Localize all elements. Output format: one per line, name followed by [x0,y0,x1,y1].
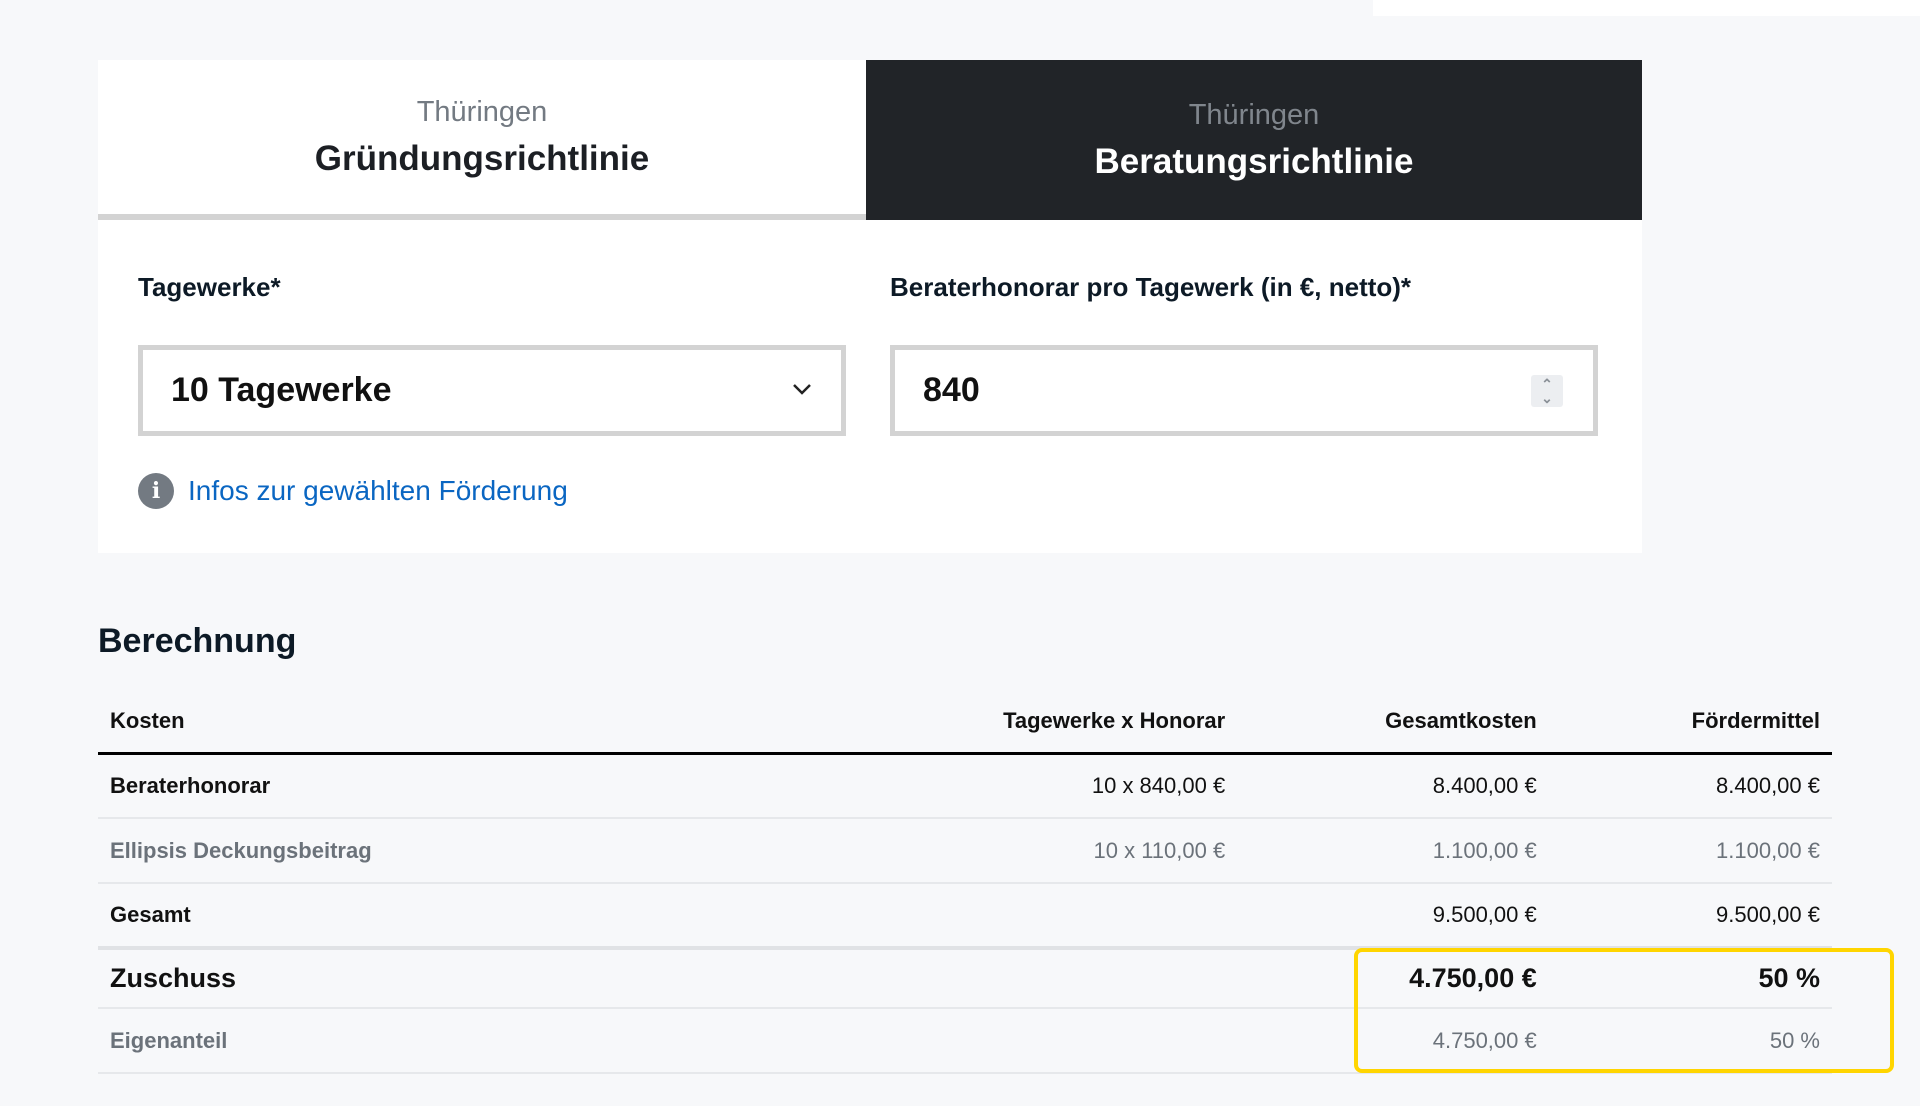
cell [935,1008,1238,1074]
table-row-eigenanteil: Eigenanteil 4.750,00 € 50 % [98,1008,1832,1074]
table-header: Kosten Tagewerke x Honorar Gesamtkosten … [98,690,1832,755]
cell: 10 x 840,00 € [935,753,1238,819]
cell: 4.750,00 € [1237,1008,1549,1074]
col-kosten: Kosten [98,690,936,755]
table-row: Beraterhonorar 10 x 840,00 € 8.400,00 € … [98,753,1832,819]
calculation-heading: Berechnung [98,622,297,660]
table-row: Ellipsis Deckungsbeitrag 10 x 110,00 € 1… [98,818,1832,884]
info-link[interactable]: Infos zur gewählten Förderung [188,475,568,506]
tab-gruendungsrichtlinie[interactable]: Thüringen Gründungsrichtlinie [98,60,866,220]
cell [935,948,1238,1009]
table-row: Gesamt 9.500,00 € 9.500,00 € [98,883,1832,950]
info-icon: i [138,473,174,509]
honorar-label: Beraterhonorar pro Tagewerk (in €, netto… [890,272,1412,302]
number-stepper-icon[interactable]: ⌃ ⌄ [1531,375,1563,407]
cell: Zuschuss [98,948,936,1009]
tab-subtitle: Thüringen [1188,98,1320,131]
calculation-table: Kosten Tagewerke x Honorar Gesamtkosten … [98,690,1832,1074]
cell: 8.400,00 € [1548,753,1832,819]
cell: Ellipsis Deckungsbeitrag [98,818,936,884]
cell: 50 % [1548,1008,1832,1074]
tab-beratungsrichtlinie[interactable]: Thüringen Beratungsrichtlinie [866,60,1642,220]
cell: 50 % [1548,948,1832,1009]
cell: Beraterhonorar [98,753,936,819]
col-tagewerke-honorar: Tagewerke x Honorar [935,690,1238,755]
info-row: i Infos zur gewählten Förderung [138,473,568,509]
tab-title: Beratungsrichtlinie [1094,141,1414,181]
cell: 1.100,00 € [1548,818,1832,884]
cell: Eigenanteil [98,1008,936,1074]
col-foerdermittel: Fördermittel [1548,690,1832,755]
tab-title: Gründungsrichtlinie [314,138,650,178]
honorar-value: 840 [923,371,980,409]
chevron-down-icon [793,384,811,395]
tagewerke-label: Tagewerke* [138,272,281,302]
cell: 9.500,00 € [1548,883,1832,950]
cell: 8.400,00 € [1237,753,1549,819]
tagewerke-select[interactable]: 10 Tagewerke [138,345,846,436]
cell: Gesamt [98,883,936,950]
cell: 9.500,00 € [1237,883,1549,950]
table-row-zuschuss: Zuschuss 4.750,00 € 50 % [98,948,1832,1009]
honorar-input[interactable]: 840 ⌃ ⌄ [890,345,1598,436]
background-strip [1373,0,1920,16]
col-gesamtkosten: Gesamtkosten [1237,690,1549,755]
tab-bar: Thüringen Gründungsrichtlinie Thüringen … [98,60,1642,220]
cell: 1.100,00 € [1237,818,1549,884]
cell: 10 x 110,00 € [935,818,1238,884]
form-panel: Tagewerke* 10 Tagewerke Beraterhonorar p… [98,220,1642,553]
tab-subtitle: Thüringen [416,95,548,128]
tagewerke-value: 10 Tagewerke [171,371,392,409]
cell [935,883,1238,950]
cell: 4.750,00 € [1237,948,1549,1009]
